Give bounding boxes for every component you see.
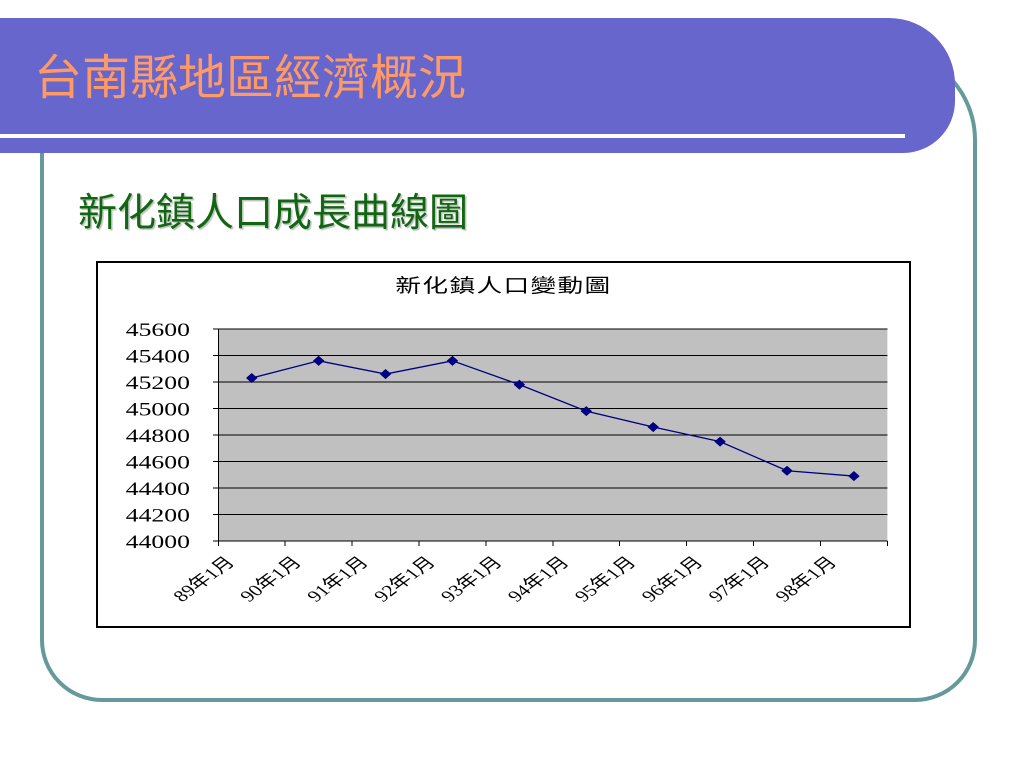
data-point	[514, 380, 524, 389]
data-point	[447, 356, 457, 365]
data-point	[782, 466, 792, 475]
data-point	[715, 437, 725, 446]
x-tick-label: 98年1月	[771, 553, 842, 606]
slide-title: 台南縣地區經濟概況	[34, 52, 467, 105]
series-line	[252, 361, 854, 476]
x-tick-label: 92年1月	[369, 553, 440, 606]
header-rule	[0, 134, 905, 138]
x-tick-label: 94年1月	[503, 553, 574, 606]
y-tick-label: 45000	[126, 399, 190, 420]
data-point	[247, 374, 257, 383]
y-tick-label: 44000	[126, 531, 190, 552]
x-tick-label: 96年1月	[637, 553, 708, 606]
y-tick-label: 44200	[126, 505, 190, 526]
header-band: 台南縣地區經濟概況	[0, 18, 955, 153]
x-tick-label: 90年1月	[235, 553, 306, 606]
slide-subtitle: 新化鎮人口成長曲線圖	[78, 192, 469, 235]
y-tick-labels: 44000 44200 44400 44600 44800 45000 45200 45400…	[126, 319, 190, 552]
y-tick-label: 45400	[126, 346, 190, 367]
chart-title: 新化鎮人口變動圖	[395, 275, 611, 296]
data-point	[648, 423, 658, 432]
axes	[213, 329, 887, 546]
chart-box: 新化鎮人口變動圖 44000 44200 44400 44600 44800 45000 4…	[96, 261, 911, 628]
series-group	[247, 356, 859, 480]
x-tick-label: 97年1月	[704, 553, 775, 606]
y-tick-label: 44800	[126, 425, 190, 446]
x-tick-label: 95年1月	[570, 553, 641, 606]
x-tick-label: 89年1月	[168, 553, 239, 606]
data-point	[581, 407, 591, 416]
x-tick-label: 93年1月	[436, 553, 507, 606]
data-point	[314, 356, 324, 365]
y-tick-label: 44400	[126, 478, 190, 499]
data-point	[380, 370, 390, 379]
gridlines	[218, 329, 887, 515]
x-tick-labels: 89年1月90年1月91年1月92年1月93年1月94年1月95年1月96年1月…	[168, 553, 841, 606]
x-tick-label: 91年1月	[302, 553, 373, 606]
y-tick-label: 44600	[126, 452, 190, 473]
y-tick-label: 45600	[126, 319, 190, 340]
y-tick-label: 45200	[126, 372, 190, 393]
line-chart: 新化鎮人口變動圖 4400044200444004460044800450004…	[126, 275, 909, 606]
data-point	[849, 472, 859, 481]
